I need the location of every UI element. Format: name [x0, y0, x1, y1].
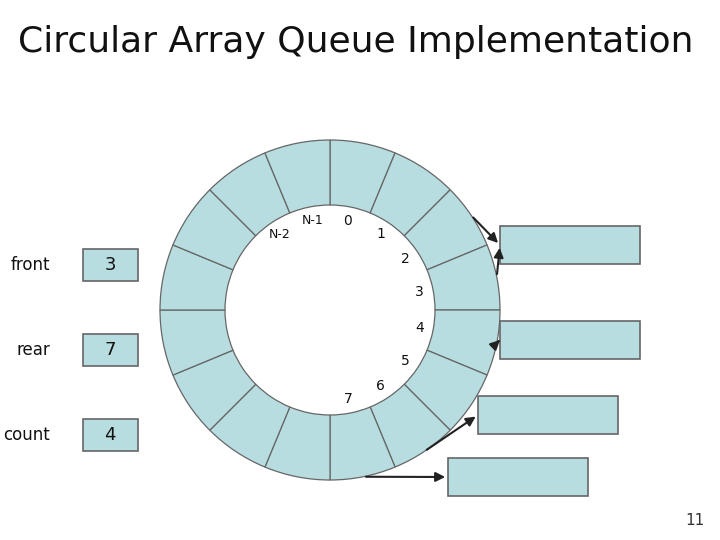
Bar	[478, 396, 618, 434]
Bar	[500, 226, 640, 264]
Text: count: count	[4, 426, 50, 444]
Text: N-1: N-1	[302, 214, 323, 227]
Wedge shape	[265, 407, 330, 480]
Wedge shape	[404, 350, 487, 430]
Wedge shape	[210, 384, 290, 467]
Text: 3: 3	[104, 256, 116, 274]
Wedge shape	[404, 190, 487, 270]
Bar	[83, 419, 138, 451]
Text: front: front	[11, 256, 50, 274]
Wedge shape	[370, 384, 450, 467]
Wedge shape	[265, 140, 330, 213]
Wedge shape	[173, 190, 256, 270]
Wedge shape	[330, 140, 395, 213]
Wedge shape	[160, 310, 233, 375]
Bar	[83, 334, 138, 366]
Bar	[448, 458, 588, 496]
Wedge shape	[427, 245, 500, 310]
Text: 7: 7	[104, 341, 116, 359]
Wedge shape	[330, 407, 395, 480]
Text: Circular Array Queue Implementation: Circular Array Queue Implementation	[18, 25, 693, 59]
Text: 0: 0	[343, 214, 352, 228]
Wedge shape	[173, 350, 256, 430]
Text: 4: 4	[104, 426, 116, 444]
Text: 2: 2	[401, 252, 410, 266]
Wedge shape	[160, 245, 233, 310]
Text: rear: rear	[17, 341, 50, 359]
Bar	[83, 249, 138, 281]
Bar	[500, 321, 640, 359]
Text: 6: 6	[376, 379, 385, 393]
Wedge shape	[370, 153, 450, 236]
Text: 5: 5	[401, 354, 410, 368]
Text: N-2: N-2	[269, 228, 290, 241]
Wedge shape	[210, 153, 290, 236]
Text: 1: 1	[376, 227, 385, 241]
Text: 7: 7	[343, 392, 352, 406]
Text: 3: 3	[415, 285, 423, 299]
Wedge shape	[427, 310, 500, 375]
Text: 11: 11	[685, 513, 705, 528]
Text: 4: 4	[415, 321, 423, 335]
